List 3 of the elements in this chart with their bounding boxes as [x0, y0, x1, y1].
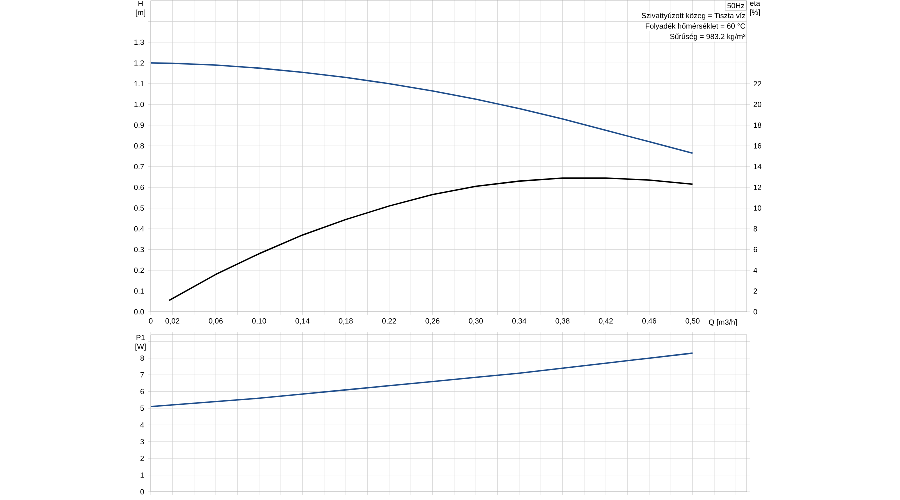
line-series — [151, 62, 694, 154]
line-series — [168, 178, 694, 302]
line-series — [151, 352, 694, 408]
